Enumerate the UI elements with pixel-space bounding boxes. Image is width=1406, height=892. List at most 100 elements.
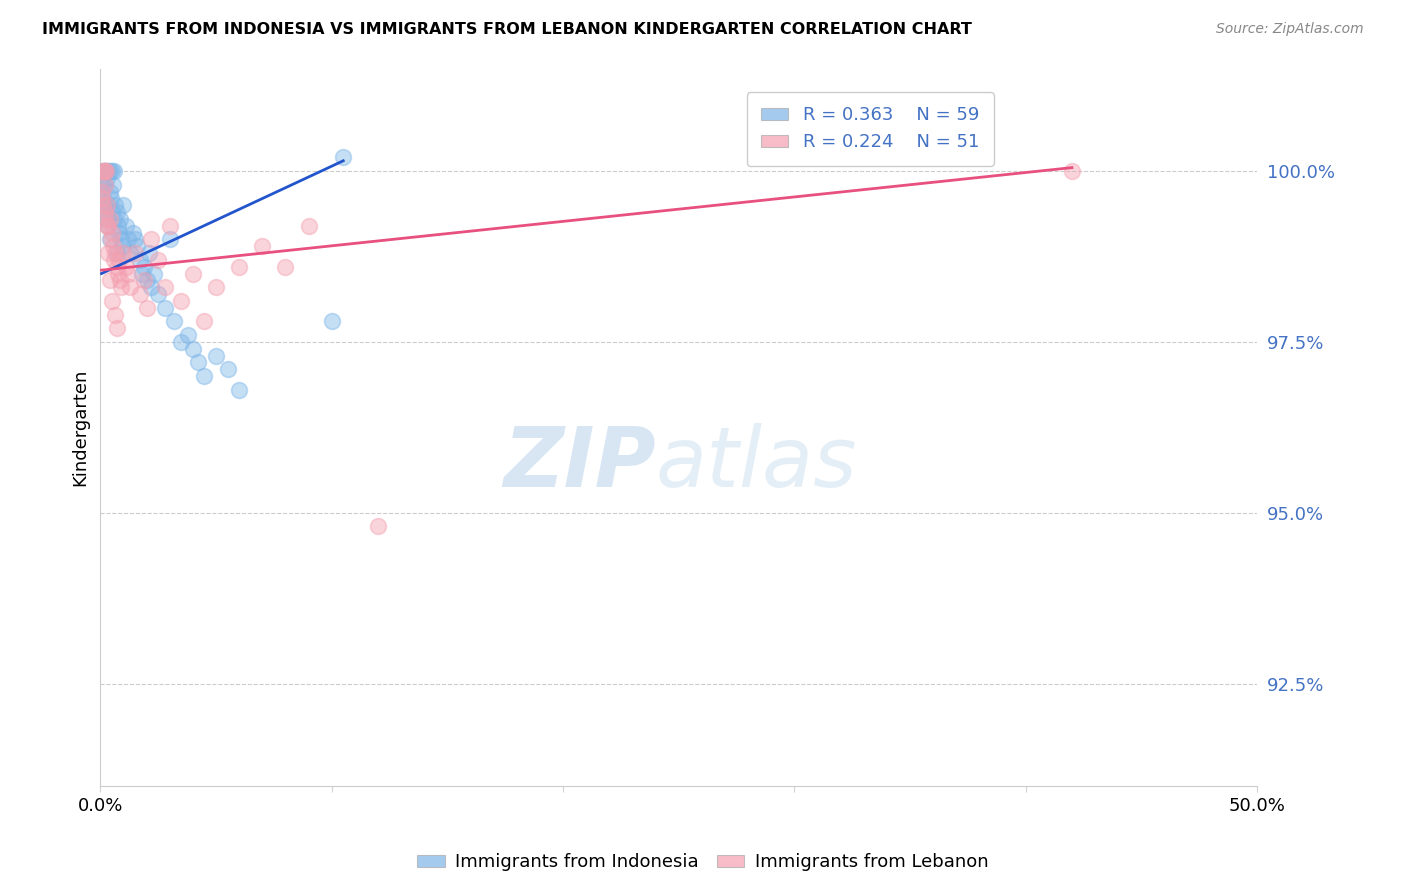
Point <box>297 219 319 233</box>
Point <box>142 267 165 281</box>
Point <box>181 267 204 281</box>
Point <box>94 164 117 178</box>
Point <box>114 219 136 233</box>
Point <box>134 260 156 274</box>
Point <box>94 211 117 226</box>
Point <box>103 164 125 178</box>
Point <box>97 246 120 260</box>
Point <box>193 369 215 384</box>
Point <box>141 280 163 294</box>
Point <box>367 519 389 533</box>
Point <box>128 287 150 301</box>
Point <box>96 170 118 185</box>
Point <box>97 219 120 233</box>
Point <box>124 246 146 260</box>
Point <box>170 334 193 349</box>
Point <box>112 246 135 260</box>
Point <box>148 252 170 267</box>
Point <box>228 383 250 397</box>
Point <box>100 191 122 205</box>
Point <box>105 260 128 274</box>
Point <box>117 232 139 246</box>
Point <box>94 164 117 178</box>
Point <box>110 232 132 246</box>
Point <box>108 252 131 267</box>
Point <box>103 252 125 267</box>
Point <box>107 219 129 233</box>
Point <box>332 150 354 164</box>
Point <box>101 293 124 308</box>
Point <box>148 287 170 301</box>
Point <box>93 205 115 219</box>
Point <box>114 260 136 274</box>
Point <box>105 205 128 219</box>
Point <box>93 164 115 178</box>
Legend: Immigrants from Indonesia, Immigrants from Lebanon: Immigrants from Indonesia, Immigrants fr… <box>411 847 995 879</box>
Point <box>117 267 139 281</box>
Point <box>108 226 131 240</box>
Point <box>108 273 131 287</box>
Point <box>101 239 124 253</box>
Point <box>104 246 127 260</box>
Point <box>131 267 153 281</box>
Point <box>101 164 124 178</box>
Point <box>98 211 121 226</box>
Point <box>91 185 114 199</box>
Point <box>135 273 157 287</box>
Point <box>128 252 150 267</box>
Point <box>98 185 121 199</box>
Point <box>96 198 118 212</box>
Point <box>105 246 128 260</box>
Point <box>101 226 124 240</box>
Point <box>105 321 128 335</box>
Point <box>112 239 135 253</box>
Point <box>96 219 118 233</box>
Point <box>98 232 121 246</box>
Point <box>98 164 121 178</box>
Point <box>217 362 239 376</box>
Point <box>120 246 142 260</box>
Point <box>104 308 127 322</box>
Point <box>138 246 160 260</box>
Point <box>274 260 297 274</box>
Point <box>124 232 146 246</box>
Text: atlas: atlas <box>655 423 858 504</box>
Point <box>94 178 117 192</box>
Point <box>112 198 135 212</box>
Point <box>91 191 114 205</box>
Point <box>107 267 129 281</box>
Y-axis label: Kindergarten: Kindergarten <box>72 368 89 486</box>
Point <box>252 239 274 253</box>
Point <box>94 178 117 192</box>
Point <box>163 314 186 328</box>
Point <box>97 198 120 212</box>
Point <box>153 280 176 294</box>
Point <box>94 164 117 178</box>
Point <box>100 232 122 246</box>
Point <box>186 355 208 369</box>
Point <box>91 164 114 178</box>
Point <box>93 198 115 212</box>
Point <box>96 211 118 226</box>
Text: ZIP: ZIP <box>503 423 655 504</box>
Text: IMMIGRANTS FROM INDONESIA VS IMMIGRANTS FROM LEBANON KINDERGARTEN CORRELATION CH: IMMIGRANTS FROM INDONESIA VS IMMIGRANTS … <box>42 22 972 37</box>
Point <box>127 239 149 253</box>
Text: Source: ZipAtlas.com: Source: ZipAtlas.com <box>1216 22 1364 37</box>
Point <box>91 164 114 178</box>
Point <box>91 191 114 205</box>
Point <box>1060 164 1083 178</box>
Point <box>110 280 132 294</box>
Point <box>103 211 125 226</box>
Point <box>91 198 114 212</box>
Point <box>101 205 124 219</box>
Point <box>177 328 200 343</box>
Point <box>193 314 215 328</box>
Point <box>104 198 127 212</box>
Point <box>321 314 343 328</box>
Point <box>90 185 112 199</box>
Point <box>134 273 156 287</box>
Point <box>135 301 157 315</box>
Point <box>181 342 204 356</box>
Point <box>97 164 120 178</box>
Point <box>121 226 143 240</box>
